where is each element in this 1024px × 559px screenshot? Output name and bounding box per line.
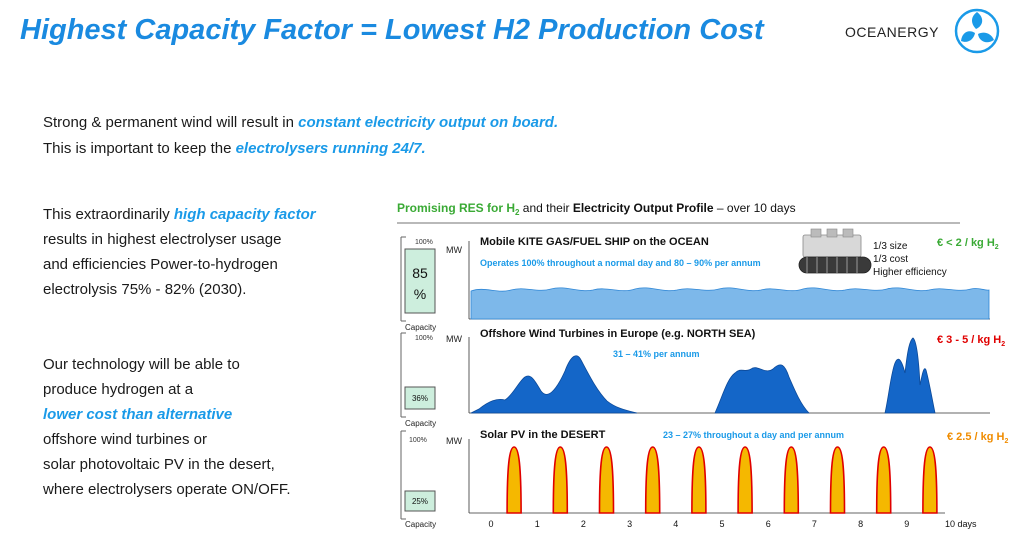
electrolyser-icon [798, 228, 872, 274]
solar-day-peak [691, 446, 707, 514]
intro-line-1-highlight: constant electricity output on board. [298, 114, 559, 131]
para1-line-4: electrolysis 75% - 82% (2030). [43, 281, 247, 298]
intro-line-1-text: Strong & permanent wind will result in [43, 114, 299, 131]
cost-label: € 2.5 / kg H2 [947, 431, 1008, 445]
panel-title: Solar PV in the DESERT [480, 429, 606, 441]
para1-line-3: and efficiencies Power-to-hydrogen [43, 256, 278, 273]
day-tick-label: 6 [766, 519, 771, 529]
day-tick-label: 9 [904, 519, 909, 529]
para2-highlight: lower cost than alternative [43, 406, 233, 423]
offshore-wind-panel: 100% 36% Capacity MW Offshore Wind Turbi… [400, 328, 1005, 428]
intro-line-2-text: This is important to keep the [43, 140, 236, 157]
solar-day-peak [875, 446, 892, 514]
day-axis-ticks: 0 1 2 3 4 5 6 7 8 9 [488, 519, 909, 529]
day-axis-end-label: 10 days [945, 519, 977, 529]
day-tick-label: 8 [858, 519, 863, 529]
solar-day-peak [783, 446, 800, 514]
para2-line-2: produce hydrogen at a [43, 381, 194, 398]
solar-pv-panel: 100% 25% Capacity MW Solar PV in the DES… [400, 429, 1008, 529]
capacity-value: 25% [412, 497, 428, 506]
intro-line-2: This is important to keep the electrolys… [43, 136, 558, 162]
cost-label: € 3 - 5 / kg H2 [937, 334, 1005, 348]
wind-output-area-3 [884, 337, 936, 414]
capacity-value: 85 [412, 265, 428, 281]
kite-ship-panel: 100% 85 % Capacity MW Mobile KITE GAS/FU… [400, 228, 999, 332]
panel-subtitle: 31 – 41% per annum [613, 349, 700, 359]
solar-day-peak [552, 446, 569, 514]
note-size: 1/3 size [873, 241, 908, 252]
capacity-100-label: 100% [415, 239, 433, 246]
graphic-heading: Promising RES for H2 and their Electrici… [397, 201, 796, 217]
mw-label: MW [446, 245, 462, 255]
day-tick-label: 3 [627, 519, 632, 529]
solar-output-peaks [506, 446, 938, 514]
para2-line-6: where electrolysers operate ON/OFF. [43, 481, 291, 498]
electricity-output-profile-graphic: Promising RES for H2 and their Electrici… [397, 201, 1008, 529]
day-tick-label: 4 [673, 519, 678, 529]
solar-day-peak [506, 446, 522, 514]
day-tick-label: 7 [812, 519, 817, 529]
panel-subtitle: Operates 100% throughout a normal day an… [480, 258, 761, 268]
intro-text: Strong & permanent wind will result in c… [43, 110, 558, 162]
intro-line-2-highlight: electrolysers running 24/7. [235, 140, 426, 157]
capacity-box [404, 386, 436, 410]
para2-line-4: offshore wind turbines or [43, 431, 207, 448]
para1-line-2: results in highest electrolyser usage [43, 231, 282, 248]
solar-day-peak [644, 446, 661, 514]
day-tick-label: 2 [581, 519, 586, 529]
solar-day-peak [829, 446, 846, 514]
wind-output-area-1 [470, 355, 638, 414]
capacity-label: Capacity [405, 419, 436, 428]
panel-subtitle: 23 – 27% throughout a day and per annum [663, 430, 844, 440]
note-efficiency: Higher efficiency [873, 267, 947, 278]
intro-line-1: Strong & permanent wind will result in c… [43, 110, 558, 136]
capacity-factor-paragraph: This extraordinarily high capacity facto… [43, 202, 316, 302]
brand-name: OCEANERGY [845, 24, 939, 40]
wind-output-area-2 [714, 364, 810, 414]
panel-title: Mobile KITE GAS/FUEL SHIP on the OCEAN [480, 236, 709, 248]
para2-line-1: Our technology will be able to [43, 356, 240, 373]
solar-day-peak [922, 446, 938, 514]
capacity-percent: % [414, 286, 426, 302]
technology-paragraph: Our technology will be able to produce h… [43, 352, 291, 502]
constant-output-area [470, 287, 990, 320]
solar-day-peak [737, 446, 753, 514]
day-tick-label: 0 [488, 519, 493, 529]
capacity-100-label: 100% [415, 335, 433, 342]
capacity-box [404, 490, 436, 512]
note-cost: 1/3 cost [873, 254, 908, 265]
capacity-box [404, 248, 436, 314]
day-tick-label: 5 [719, 519, 724, 529]
para1-highlight: high capacity factor [173, 206, 316, 223]
capacity-label: Capacity [405, 323, 436, 332]
cost-label: € < 2 / kg H2 [937, 237, 999, 251]
capacity-value: 36% [412, 394, 428, 403]
oceanergy-logo-icon [954, 8, 1000, 54]
para2-line-5: solar photovoltaic PV in the desert, [43, 456, 275, 473]
solar-day-peak [598, 446, 615, 514]
capacity-100-label: 100% [409, 437, 427, 444]
page-title: Highest Capacity Factor = Lowest H2 Prod… [20, 14, 764, 46]
capacity-label: Capacity [405, 520, 436, 529]
para1-text: This extraordinarily [43, 206, 174, 223]
mw-label: MW [446, 436, 462, 446]
panel-title: Offshore Wind Turbines in Europe (e.g. N… [480, 328, 756, 340]
day-tick-label: 1 [535, 519, 540, 529]
mw-label: MW [446, 334, 462, 344]
